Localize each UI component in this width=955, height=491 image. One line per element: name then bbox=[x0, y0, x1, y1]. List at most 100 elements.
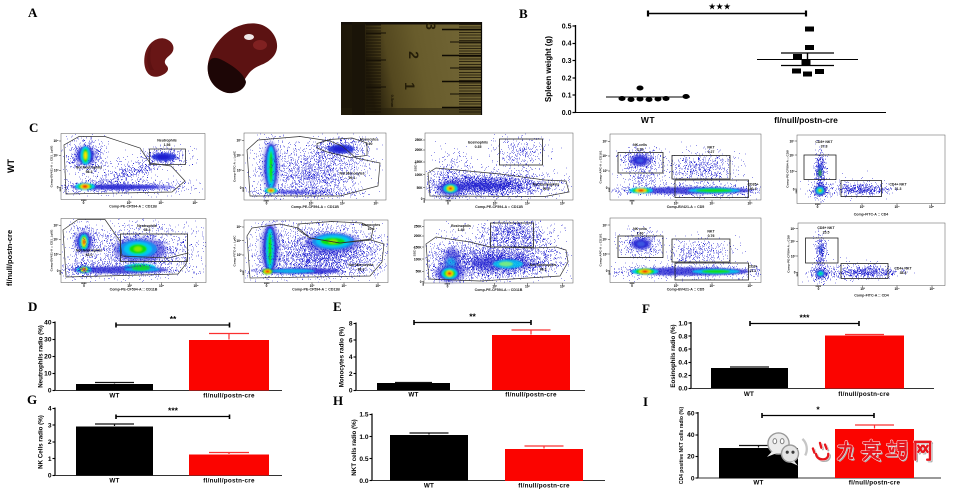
svg-text:10⁴: 10⁴ bbox=[53, 238, 59, 242]
svg-text:Comp-FITC-A :: Ly6C: Comp-FITC-A :: Ly6C bbox=[233, 150, 237, 182]
svg-text:10⁵: 10⁵ bbox=[747, 284, 753, 288]
svg-text:Comp-BV421-A :: CD1_Ly6G: Comp-BV421-A :: CD1_Ly6G bbox=[50, 145, 54, 187]
svg-text:CD3+: CD3+ bbox=[748, 265, 757, 269]
svg-text:Comp-APC-A :: CD161: Comp-APC-A :: CD161 bbox=[599, 233, 603, 266]
svg-text:38.3: 38.3 bbox=[900, 271, 907, 275]
svg-text:CD8+ NKT: CD8+ NKT bbox=[817, 226, 835, 230]
svg-text:WT: WT bbox=[109, 393, 119, 400]
svg-text:WT: WT bbox=[109, 478, 119, 485]
svg-text:0: 0 bbox=[421, 197, 423, 201]
svg-text:10⁴: 10⁴ bbox=[159, 284, 165, 288]
svg-text:Comp-PE-CF594-A :: CD8: Comp-PE-CF594-A :: CD8 bbox=[787, 235, 791, 273]
svg-text:NKT: NKT bbox=[707, 230, 715, 234]
svg-text:10⁴: 10⁴ bbox=[602, 238, 608, 242]
svg-text:150K: 150K bbox=[414, 246, 422, 250]
svg-text:Eosinophils radio (%): Eosinophils radio (%) bbox=[670, 324, 677, 387]
svg-text:10⁵: 10⁵ bbox=[929, 205, 935, 209]
svg-text:10⁴: 10⁴ bbox=[894, 205, 900, 209]
svg-text:10³: 10³ bbox=[309, 202, 314, 206]
svg-text:10³: 10³ bbox=[127, 201, 132, 205]
svg-text:99.1: 99.1 bbox=[349, 176, 356, 180]
svg-text:SSC-A: SSC-A bbox=[413, 246, 417, 256]
svg-text:10⁵: 10⁵ bbox=[373, 202, 379, 206]
svg-text:0: 0 bbox=[420, 280, 422, 284]
svg-text:Not Monocytes: Not Monocytes bbox=[339, 172, 364, 176]
svg-text:10³: 10³ bbox=[860, 287, 865, 291]
svg-text:0: 0 bbox=[57, 269, 59, 273]
svg-text:1.0: 1.0 bbox=[678, 321, 687, 328]
svg-text:0.0: 0.0 bbox=[678, 386, 687, 393]
svg-text:10³: 10³ bbox=[237, 253, 242, 257]
svg-text:10⁵: 10⁵ bbox=[929, 287, 935, 291]
svg-text:10³: 10³ bbox=[54, 253, 59, 257]
svg-text:3: 3 bbox=[423, 22, 439, 30]
svg-text:10⁴: 10⁴ bbox=[340, 202, 346, 206]
svg-text:0: 0 bbox=[83, 201, 85, 205]
svg-text:1.5: 1.5 bbox=[359, 412, 368, 419]
svg-text:200K: 200K bbox=[415, 148, 423, 152]
svg-text:0.0: 0.0 bbox=[562, 110, 572, 117]
svg-text:WT: WT bbox=[6, 159, 16, 173]
svg-text:0: 0 bbox=[818, 287, 820, 291]
svg-text:NKT cells radio (%): NKT cells radio (%) bbox=[351, 419, 358, 475]
svg-text:200K: 200K bbox=[414, 234, 422, 238]
svg-text:NKT: NKT bbox=[707, 146, 715, 150]
svg-text:40: 40 bbox=[44, 320, 52, 327]
svg-text:21.3: 21.3 bbox=[895, 187, 902, 191]
svg-text:6: 6 bbox=[349, 338, 353, 345]
svg-text:10⁴: 10⁴ bbox=[158, 201, 164, 205]
svg-text:10⁴: 10⁴ bbox=[709, 202, 715, 206]
svg-text:0: 0 bbox=[83, 284, 85, 288]
svg-text:10⁴: 10⁴ bbox=[602, 154, 608, 158]
svg-text:0.76: 0.76 bbox=[708, 234, 715, 238]
svg-text:0.4: 0.4 bbox=[562, 41, 572, 48]
svg-text:**: ** bbox=[469, 312, 476, 322]
svg-text:100K: 100K bbox=[414, 258, 422, 262]
svg-text:Eosinophils: Eosinophils bbox=[451, 224, 471, 228]
svg-text:fl/null/postn-cre: fl/null/postn-cre bbox=[838, 391, 890, 398]
svg-text:37.8: 37.8 bbox=[821, 145, 828, 149]
svg-text:63.0: 63.0 bbox=[86, 253, 93, 257]
svg-text:Comp-BV421-A :: CD5: Comp-BV421-A :: CD5 bbox=[667, 205, 705, 209]
svg-text:Comp-PE-CF594-A :: CD11B: Comp-PE-CF594-A :: CD11B bbox=[475, 205, 523, 209]
svg-text:1: 1 bbox=[48, 456, 52, 463]
svg-text:Comp-BV421-A :: CD5: Comp-BV421-A :: CD5 bbox=[667, 288, 705, 292]
svg-text:4: 4 bbox=[349, 354, 353, 361]
svg-text:10.6: 10.6 bbox=[368, 227, 375, 231]
svg-text:0.2: 0.2 bbox=[678, 373, 687, 380]
svg-text:Monocytes: Monocytes bbox=[362, 223, 380, 227]
svg-text:0.5: 0.5 bbox=[562, 24, 572, 31]
svg-text:Comp-BV421-A :: CD1_Ly6G: Comp-BV421-A :: CD1_Ly6G bbox=[50, 229, 54, 271]
svg-text:CD35+: CD35+ bbox=[748, 183, 759, 187]
svg-text:Comp-FITC-A :: CD4: Comp-FITC-A :: CD4 bbox=[854, 213, 889, 217]
svg-text:10⁵: 10⁵ bbox=[193, 284, 199, 288]
svg-text:1.27: 1.27 bbox=[708, 150, 715, 154]
svg-text:88.3: 88.3 bbox=[358, 268, 365, 272]
svg-text:100K: 100K bbox=[415, 173, 423, 177]
svg-text:30: 30 bbox=[44, 337, 52, 344]
svg-text:50K: 50K bbox=[417, 186, 424, 190]
svg-text:fl/null/postn-cre: fl/null/postn-cre bbox=[203, 478, 255, 485]
svg-text:10³: 10³ bbox=[603, 169, 608, 173]
svg-text:fl/null/postn-cre: fl/null/postn-cre bbox=[774, 115, 838, 125]
svg-text:0.8: 0.8 bbox=[678, 334, 687, 341]
svg-text:0: 0 bbox=[794, 271, 796, 275]
svg-text:3: 3 bbox=[48, 423, 52, 430]
svg-text:0: 0 bbox=[447, 285, 449, 289]
svg-text:0: 0 bbox=[447, 202, 449, 206]
svg-text:Neutrophils: Neutrophils bbox=[157, 139, 176, 143]
svg-text:8: 8 bbox=[349, 321, 353, 328]
svg-text:Not Eosinophils: Not Eosinophils bbox=[530, 263, 557, 267]
svg-text:*: * bbox=[816, 405, 820, 415]
svg-text:10: 10 bbox=[44, 371, 52, 378]
svg-text:35.4: 35.4 bbox=[144, 228, 151, 232]
svg-text:0: 0 bbox=[631, 284, 633, 288]
svg-text:10³: 10³ bbox=[790, 170, 795, 174]
svg-text:10⁵: 10⁵ bbox=[602, 224, 608, 228]
svg-text:0: 0 bbox=[48, 388, 52, 395]
svg-text:Not Neutrophils: Not Neutrophils bbox=[76, 249, 102, 253]
svg-text:Comp-PE-CF594-A :: CD11B: Comp-PE-CF594-A :: CD11B bbox=[475, 288, 523, 292]
svg-text:20: 20 bbox=[44, 354, 52, 361]
svg-text:NK cells: NK cells bbox=[633, 143, 647, 147]
svg-text:99.5: 99.5 bbox=[543, 187, 550, 191]
